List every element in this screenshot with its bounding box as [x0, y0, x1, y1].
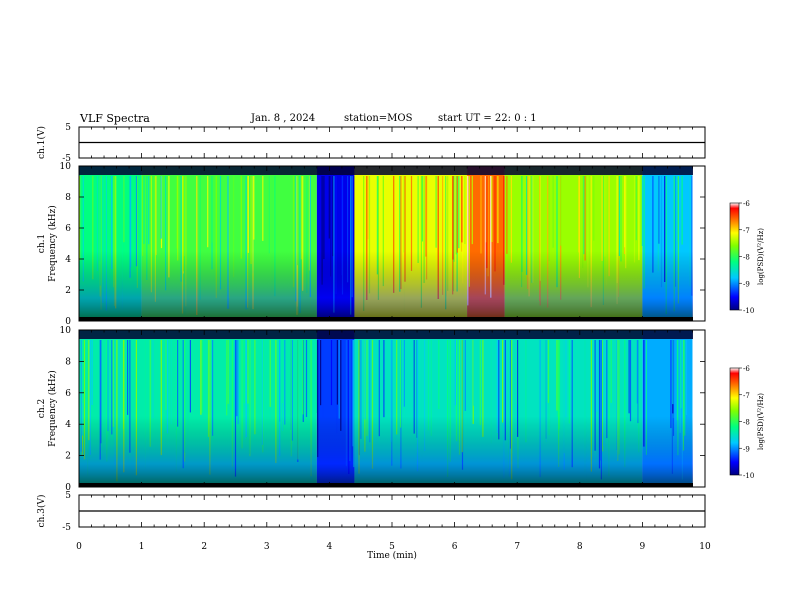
- y-axis-label: Frequency (kHz): [47, 205, 58, 282]
- x-tick-label: 9: [640, 542, 646, 552]
- y-axis-label: ch.3(V): [36, 495, 47, 528]
- colorbar-tick-label: -8: [743, 419, 750, 427]
- bottom-band: [79, 317, 693, 321]
- colorbar-tick-label: -10: [743, 307, 754, 315]
- y-tick-label: 2: [65, 452, 71, 462]
- colorbar-tick-label: -10: [743, 472, 754, 480]
- panel-3: 0 2 4 6 8 10 ch.2 Frequency (kHz) -6 -7 -8 -9 -10 log…: [37, 326, 765, 493]
- colorbar-tick-label: -9: [743, 280, 750, 288]
- x-tick-label: 5: [389, 542, 395, 552]
- blank-region: [693, 330, 705, 487]
- colorbar-tick-label: -9: [743, 445, 750, 453]
- panel-2: 0 2 4 6 8 10 ch.1 Frequency (kHz) -6 -7 -8 -9 -10 log…: [37, 162, 765, 327]
- station-label: station=MOS: [344, 113, 413, 124]
- y-tick-label: 4: [65, 420, 71, 430]
- colorbar-tick-label: -8: [743, 254, 750, 262]
- colorbar: -6 -7 -8 -9 -10 log(PSD)(V²/Hz): [729, 365, 765, 480]
- low-frequency-band: [79, 166, 693, 321]
- y-tick-label: 10: [60, 162, 72, 172]
- y-tick-label: 8: [65, 193, 71, 203]
- colorbar-scale: [729, 202, 740, 311]
- colorbar-label: log(PSD)(V²/Hz): [757, 393, 765, 450]
- x-tick-label: 7: [514, 542, 520, 552]
- y-tick-label: 0: [65, 317, 71, 327]
- y-tick-label: 10: [60, 326, 72, 336]
- date-label: Jan. 8 , 2024: [251, 113, 316, 124]
- y-tick-label: 8: [65, 357, 71, 367]
- panel-4: 5 -5 ch.3(V): [36, 491, 706, 533]
- y-tick-label: 0: [65, 483, 71, 493]
- colorbar-tick-label: -7: [743, 227, 750, 235]
- x-axis-label: Time (min): [367, 550, 417, 561]
- x-tick-label: 8: [577, 542, 583, 552]
- panel-1: 5 -5 ch.1(V): [36, 123, 706, 164]
- y-tick-label: 5: [65, 123, 71, 133]
- y-axis-label: Frequency (kHz): [47, 370, 58, 447]
- start-time-label: start UT = 22: 0 : 1: [438, 113, 537, 124]
- y-tick-label: 2: [65, 286, 71, 296]
- y-tick-label: -5: [62, 523, 71, 533]
- x-tick-label: 4: [327, 542, 333, 552]
- y-axis-label: ch.1(V): [36, 126, 47, 159]
- x-tick-label: 2: [201, 542, 207, 552]
- y-tick-label: 5: [65, 491, 71, 501]
- colorbar-tick-label: -7: [743, 392, 750, 400]
- y-tick-label: 6: [65, 224, 71, 234]
- colorbar-label: log(PSD)(V²/Hz): [757, 228, 765, 285]
- y-tick-label: 6: [65, 389, 71, 399]
- blank-region: [693, 166, 705, 321]
- colorbar-tick-label: -6: [743, 365, 750, 373]
- low-frequency-band: [79, 330, 693, 487]
- x-tick-label: 10: [699, 542, 711, 552]
- bottom-band: [79, 483, 693, 487]
- colorbar-tick-label: -6: [743, 200, 750, 208]
- x-tick-label: 6: [452, 542, 458, 552]
- x-tick-label: 3: [264, 542, 270, 552]
- x-tick-label: 0: [76, 542, 82, 552]
- y-tick-label: 4: [65, 255, 71, 265]
- x-tick-label: 1: [139, 542, 145, 552]
- y-tick-label: -5: [62, 154, 71, 164]
- colorbar-scale: [729, 367, 740, 476]
- figure-title: VLF Spectra: [80, 112, 150, 125]
- y-axis-label: ch.1: [37, 234, 47, 253]
- colorbar: -6 -7 -8 -9 -10 log(PSD)(V²/Hz): [729, 200, 765, 315]
- y-axis-label: ch.2: [37, 399, 47, 418]
